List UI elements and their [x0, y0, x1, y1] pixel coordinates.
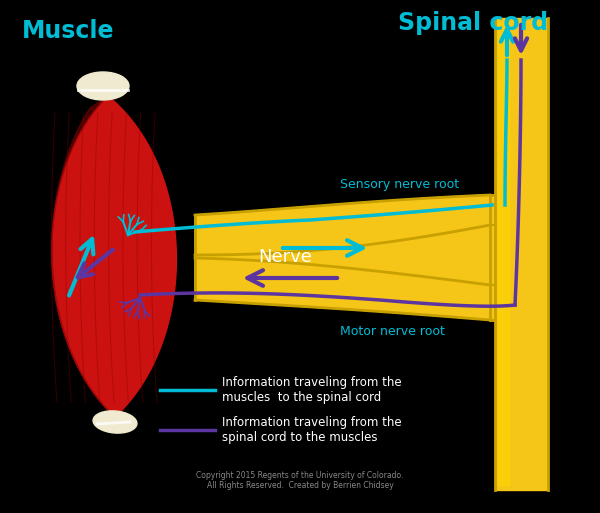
Text: Information traveling from the
muscles  to the spinal cord: Information traveling from the muscles t… [222, 376, 401, 404]
Ellipse shape [93, 411, 137, 433]
Polygon shape [498, 23, 509, 485]
Polygon shape [195, 225, 490, 285]
Text: Nerve: Nerve [258, 248, 312, 266]
Text: Sensory nerve root: Sensory nerve root [340, 178, 459, 191]
Polygon shape [52, 96, 176, 417]
Polygon shape [495, 18, 548, 490]
Polygon shape [52, 96, 115, 417]
Polygon shape [490, 195, 510, 320]
Text: Information traveling from the
spinal cord to the muscles: Information traveling from the spinal co… [222, 416, 401, 444]
Text: Spinal cord: Spinal cord [398, 11, 548, 35]
Text: Copyright 2015 Regents of the University of Colorado.
All Rights Reserved.  Crea: Copyright 2015 Regents of the University… [196, 470, 404, 490]
Text: Muscle: Muscle [22, 19, 115, 43]
Polygon shape [195, 195, 490, 255]
Text: Motor nerve root: Motor nerve root [340, 325, 445, 338]
Polygon shape [195, 258, 490, 320]
Polygon shape [490, 195, 496, 225]
Polygon shape [490, 285, 496, 320]
Ellipse shape [77, 72, 129, 100]
